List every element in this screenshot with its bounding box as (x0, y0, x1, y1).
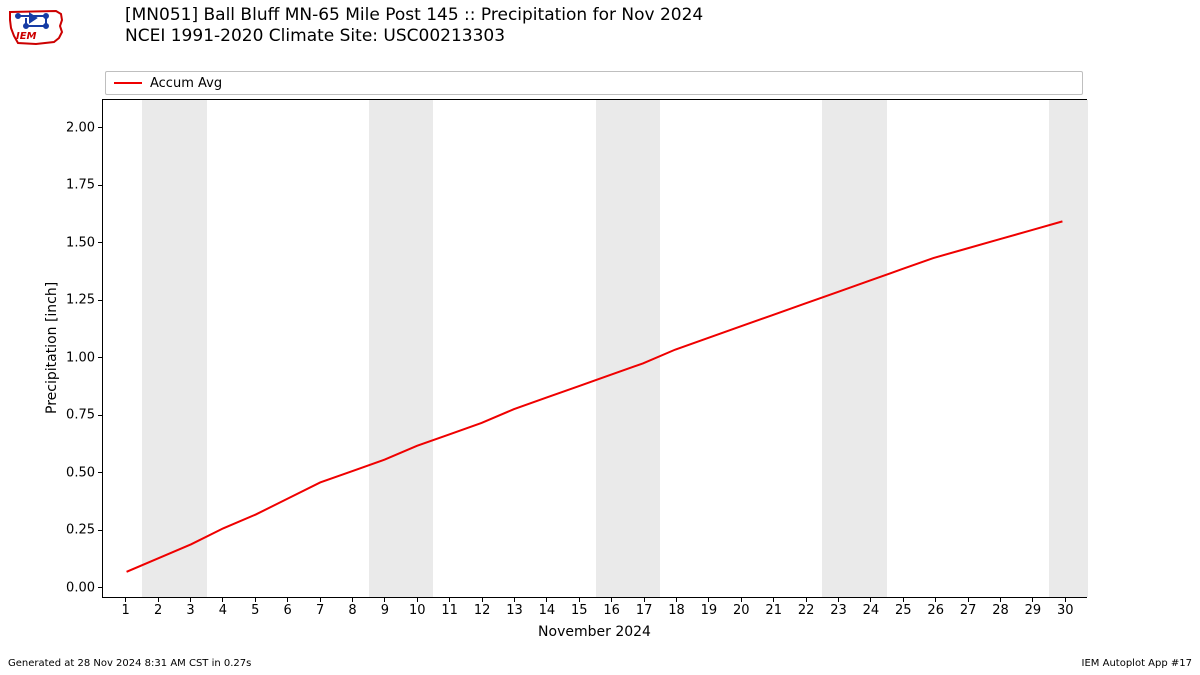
xtick-mark (514, 597, 515, 602)
xtick-label: 11 (441, 603, 458, 618)
chart-title: [MN051] Ball Bluff MN-65 Mile Post 145 :… (125, 5, 703, 48)
xtick-label: 3 (186, 603, 194, 618)
xtick-mark (190, 597, 191, 602)
ytick-label: 2.00 (66, 120, 95, 135)
x-axis-label: November 2024 (538, 624, 651, 640)
xtick-mark (1032, 597, 1033, 602)
ytick-label: 0.50 (66, 465, 95, 480)
ytick-label: 0.00 (66, 580, 95, 595)
legend: Accum Avg (105, 71, 1083, 95)
ytick-label: 1.75 (66, 178, 95, 193)
legend-label: Accum Avg (150, 76, 222, 91)
xtick-mark (482, 597, 483, 602)
xtick-mark (870, 597, 871, 602)
xtick-label: 4 (219, 603, 227, 618)
xtick-label: 9 (381, 603, 389, 618)
title-line1: [MN051] Ball Bluff MN-65 Mile Post 145 :… (125, 5, 703, 26)
ytick-mark (98, 587, 103, 588)
ytick-label: 1.50 (66, 235, 95, 250)
xtick-mark (352, 597, 353, 602)
xtick-label: 2 (154, 603, 162, 618)
xtick-label: 14 (539, 603, 556, 618)
ytick-mark (98, 242, 103, 243)
xtick-mark (773, 597, 774, 602)
xtick-mark (449, 597, 450, 602)
xtick-label: 10 (409, 603, 426, 618)
xtick-mark (158, 597, 159, 602)
xtick-mark (741, 597, 742, 602)
xtick-label: 7 (316, 603, 324, 618)
footer-generated: Generated at 28 Nov 2024 8:31 AM CST in … (8, 658, 251, 669)
xtick-mark (903, 597, 904, 602)
xtick-label: 16 (603, 603, 620, 618)
xtick-label: 18 (668, 603, 685, 618)
xtick-mark (417, 597, 418, 602)
ytick-label: 0.75 (66, 408, 95, 423)
xtick-mark (935, 597, 936, 602)
xtick-label: 24 (863, 603, 880, 618)
xtick-label: 5 (251, 603, 259, 618)
ytick-mark (98, 472, 103, 473)
xtick-label: 27 (960, 603, 977, 618)
xtick-mark (579, 597, 580, 602)
xtick-label: 15 (571, 603, 588, 618)
xtick-mark (611, 597, 612, 602)
xtick-label: 26 (927, 603, 944, 618)
footer-app: IEM Autoplot App #17 (1082, 658, 1192, 669)
title-line2: NCEI 1991-2020 Climate Site: USC00213303 (125, 26, 703, 47)
series-line (127, 221, 1063, 571)
xtick-mark (644, 597, 645, 602)
ytick-label: 1.00 (66, 350, 95, 365)
xtick-label: 22 (798, 603, 815, 618)
xtick-label: 19 (701, 603, 718, 618)
xtick-label: 12 (474, 603, 491, 618)
xtick-label: 21 (765, 603, 782, 618)
ytick-mark (98, 185, 103, 186)
y-axis-label: Precipitation [inch] (44, 281, 60, 413)
xtick-mark (255, 597, 256, 602)
ytick-mark (98, 300, 103, 301)
ytick-mark (98, 357, 103, 358)
xtick-label: 8 (348, 603, 356, 618)
plot-area: 0.000.250.500.751.001.251.501.752.001234… (102, 99, 1087, 598)
xtick-mark (676, 597, 677, 602)
xtick-mark (287, 597, 288, 602)
chart-container: IEM [MN051] Ball Bluff MN-65 Mile Post 1… (0, 0, 1200, 675)
xtick-mark (125, 597, 126, 602)
xtick-mark (968, 597, 969, 602)
xtick-mark (708, 597, 709, 602)
xtick-label: 13 (506, 603, 523, 618)
xtick-label: 1 (122, 603, 130, 618)
xtick-label: 25 (895, 603, 912, 618)
xtick-label: 17 (636, 603, 653, 618)
xtick-label: 23 (830, 603, 847, 618)
xtick-mark (320, 597, 321, 602)
xtick-mark (546, 597, 547, 602)
legend-swatch (114, 82, 142, 84)
xtick-label: 30 (1057, 603, 1074, 618)
ytick-mark (98, 530, 103, 531)
xtick-label: 20 (733, 603, 750, 618)
xtick-mark (384, 597, 385, 602)
line-layer (103, 100, 1086, 597)
xtick-mark (222, 597, 223, 602)
ytick-mark (98, 415, 103, 416)
xtick-label: 29 (1025, 603, 1042, 618)
xtick-label: 6 (284, 603, 292, 618)
xtick-mark (806, 597, 807, 602)
xtick-mark (1065, 597, 1066, 602)
svg-text:IEM: IEM (16, 31, 37, 42)
xtick-mark (838, 597, 839, 602)
iem-logo: IEM (6, 6, 66, 50)
xtick-label: 28 (992, 603, 1009, 618)
ytick-label: 1.25 (66, 293, 95, 308)
ytick-label: 0.25 (66, 523, 95, 538)
xtick-mark (1000, 597, 1001, 602)
ytick-mark (98, 127, 103, 128)
